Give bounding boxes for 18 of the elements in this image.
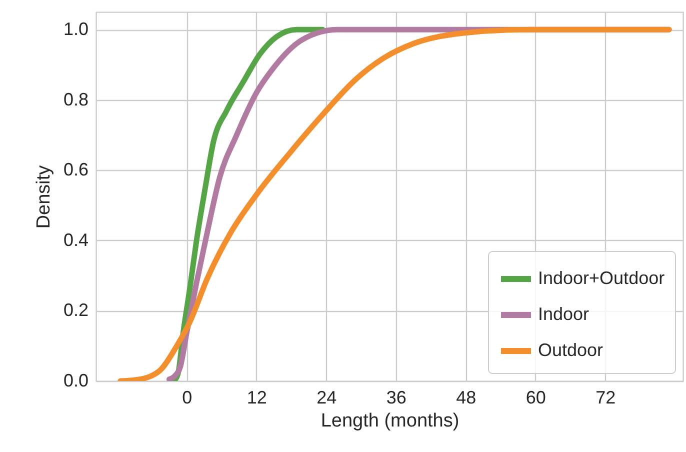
x-tick-label: 12 bbox=[246, 388, 267, 408]
x-tick-label: 48 bbox=[456, 388, 476, 408]
legend-label: Indoor+Outdoor bbox=[538, 268, 665, 288]
x-axis-title: Length (months) bbox=[320, 410, 460, 432]
y-tick-label: 0.6 bbox=[63, 160, 88, 180]
x-tick-label: 24 bbox=[316, 388, 337, 408]
x-tick-label: 0 bbox=[182, 388, 192, 408]
legend-label: Indoor bbox=[538, 304, 590, 324]
y-tick-label: 0.4 bbox=[63, 230, 88, 250]
y-tick-label: 0.0 bbox=[63, 370, 88, 390]
y-tick-label: 1.0 bbox=[63, 19, 88, 40]
y-axis-title: Density bbox=[33, 164, 54, 229]
x-tick-label: 72 bbox=[596, 388, 616, 408]
legend-label: Outdoor bbox=[538, 340, 604, 360]
x-tick-label: 36 bbox=[386, 388, 406, 408]
y-tick-label: 0.8 bbox=[63, 89, 88, 110]
x-tick-label: 60 bbox=[526, 388, 546, 408]
y-tick-label: 0.2 bbox=[63, 300, 88, 320]
